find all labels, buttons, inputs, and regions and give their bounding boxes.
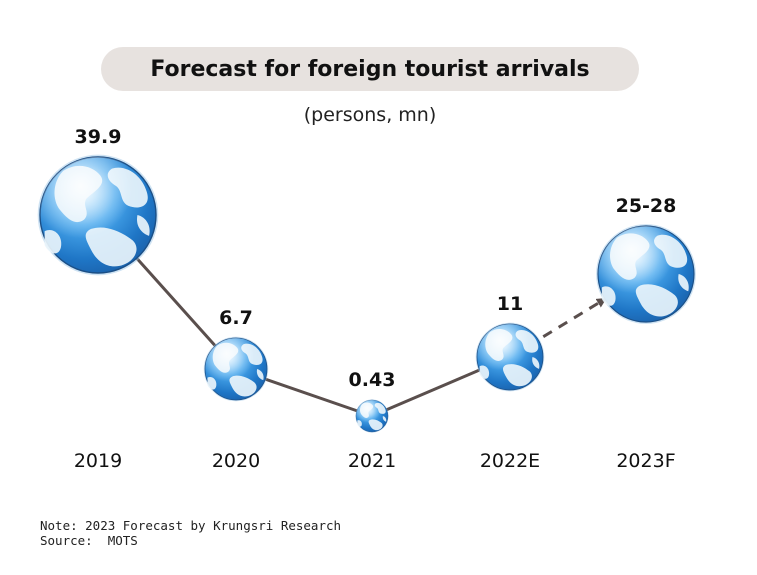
x-tick-label: 2022E xyxy=(480,450,540,472)
globe-icon xyxy=(37,154,159,276)
data-label: 6.7 xyxy=(219,307,253,329)
chart-title: Forecast for foreign tourist arrivals xyxy=(101,47,639,91)
data-label: 0.43 xyxy=(349,369,396,391)
data-label: 11 xyxy=(497,293,523,315)
chart-subtitle-units: (persons, mn) xyxy=(303,104,437,126)
note-text: Note: 2023 Forecast by Krungsri Research xyxy=(40,518,342,533)
x-tick-label: 2019 xyxy=(74,450,122,472)
globe-icon xyxy=(596,224,696,324)
globe-icon xyxy=(355,399,389,433)
globe-icon xyxy=(475,322,545,392)
globe-icon xyxy=(203,336,269,402)
footnote: Note: 2023 Forecast by Krungsri Research… xyxy=(40,518,341,548)
x-tick-label: 2020 xyxy=(212,450,260,472)
x-tick-label: 2021 xyxy=(348,450,396,472)
series-segment-2022E-2023F xyxy=(542,297,607,338)
data-label: 39.9 xyxy=(75,126,122,148)
source-text: Source: MOTS xyxy=(40,533,138,548)
data-label: 25-28 xyxy=(616,195,677,217)
x-tick-label: 2023F xyxy=(616,450,675,472)
